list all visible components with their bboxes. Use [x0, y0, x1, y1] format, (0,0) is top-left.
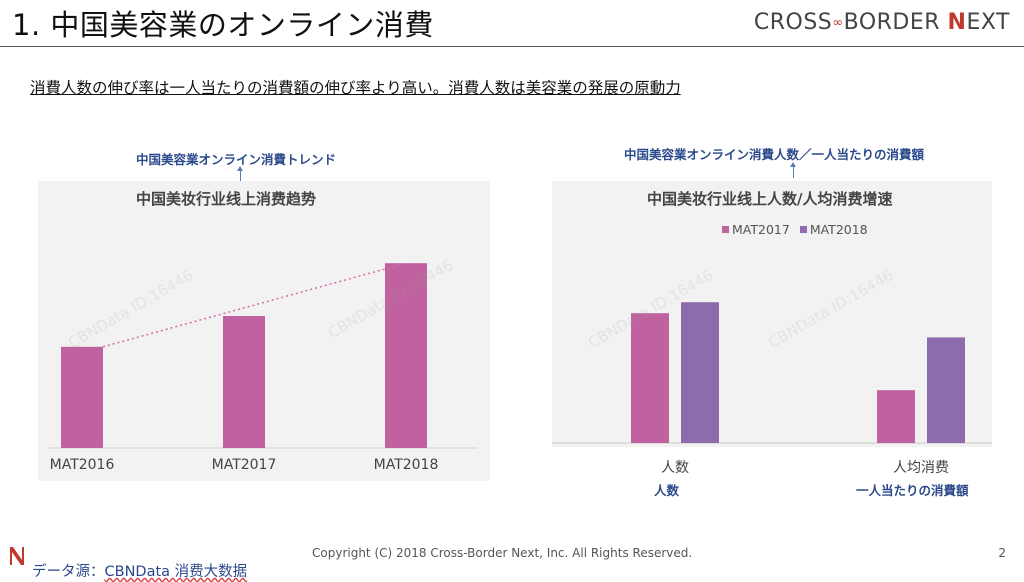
- left-chart-note: 中国美容業オンライン消費トレンド: [136, 152, 337, 167]
- bar-mat2018: [385, 263, 427, 448]
- legend-label-mat2017: MAT2017: [732, 222, 790, 237]
- copyright-text: Copyright (C) 2018 Cross-Border Next, In…: [312, 546, 693, 560]
- logo-text-left: CROSS: [753, 10, 833, 35]
- x-tick-label: 人均消费: [893, 460, 949, 476]
- logo-n-letter: N: [947, 10, 967, 35]
- legend-swatch-mat2018: [799, 226, 807, 233]
- logo-infinity-icon: ∞: [832, 15, 844, 31]
- right-chart-legend: MAT2017 MAT2018: [722, 222, 868, 237]
- right-chart-panel: [552, 181, 992, 447]
- trend-line: [102, 262, 407, 348]
- legend-item-mat2018: MAT2018: [799, 222, 868, 237]
- x-tick-label: 人数: [661, 460, 689, 476]
- page-number: 2: [998, 546, 1006, 560]
- left-chart-title: 中国美妆行业线上消费趋势: [136, 190, 317, 208]
- right-grouped-bar-chart: [552, 302, 992, 444]
- source-name: CBNData 消费大数据: [104, 564, 248, 580]
- bar-mat2018-0: [681, 302, 719, 443]
- right-chart-title: 中国美妆行业线上人数/人均消费增速: [647, 190, 893, 208]
- left-note-arrow-icon: [237, 166, 243, 182]
- right-note-arrow-icon: [790, 162, 796, 178]
- company-logo: CROSS∞BORDER NEXT: [754, 10, 1010, 35]
- legend-item-mat2017: MAT2017: [722, 222, 790, 237]
- legend-label-mat2018: MAT2018: [809, 222, 868, 237]
- legend-swatch-mat2017: [722, 226, 729, 233]
- bar-mat2016: [61, 346, 103, 448]
- title-divider: [0, 46, 1024, 47]
- page-title: 1. 中国美容業のオンライン消費: [12, 8, 434, 42]
- x-tick-label: MAT2018: [373, 457, 439, 473]
- data-source: データ源：CBNData 消费大数据: [32, 560, 247, 581]
- bar-mat2018-1: [927, 337, 965, 443]
- right-chart-note: 中国美容業オンライン消費人数／一人当たりの消費額: [624, 147, 925, 162]
- left-bar-chart: [48, 262, 478, 449]
- x-tick-label: MAT2016: [49, 457, 115, 473]
- bar-mat2017-1: [877, 390, 915, 443]
- bar-mat2017: [223, 316, 265, 448]
- x-tick-label: MAT2017: [211, 457, 277, 473]
- bar-mat2017-0: [631, 313, 669, 443]
- slide-subtitle: 消費人数の伸び率は一人当たりの消費額の伸び率より高い。消費人数は美容業の発展の原…: [30, 79, 681, 97]
- logo-text-right: BORDER: [843, 10, 941, 35]
- below-label-per-capita: 一人当たりの消費額: [856, 483, 969, 498]
- footer-n-logo-icon: [10, 547, 24, 565]
- below-label-people: 人数: [654, 483, 680, 498]
- source-prefix: データ源：: [32, 564, 105, 580]
- logo-text-ext: EXT: [966, 10, 1010, 35]
